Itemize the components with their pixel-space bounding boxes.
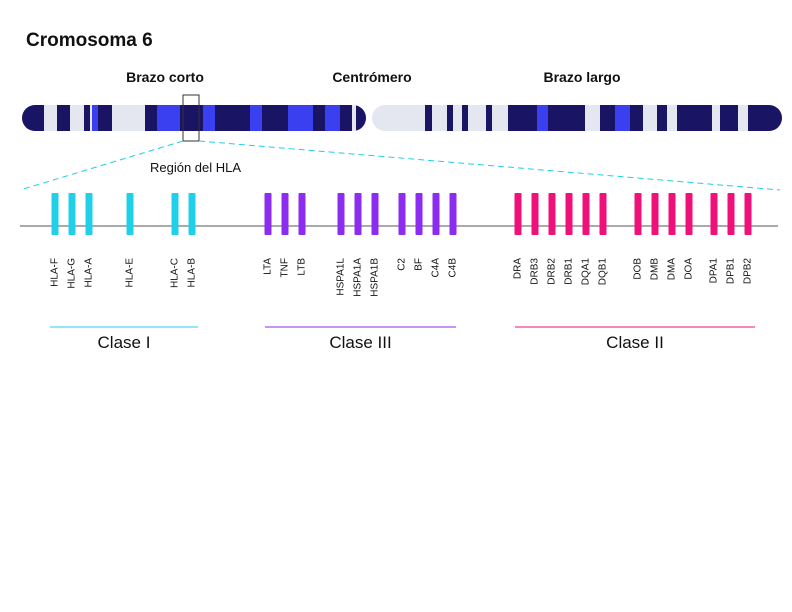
gene-bar [371, 193, 379, 235]
gene-bar [398, 193, 406, 235]
gene-label: C4B [448, 258, 459, 278]
gene-label: HLA-G [67, 258, 78, 289]
gene-bar [126, 193, 134, 235]
gene-label: LTB [297, 258, 308, 276]
gene-bar [354, 193, 362, 235]
gene-bar [264, 193, 272, 235]
gene-bar [188, 193, 196, 235]
gene-bar [298, 193, 306, 235]
gene-bar [432, 193, 440, 235]
gene-bar [68, 193, 76, 235]
gene-bar [599, 193, 607, 235]
gene-label: TNF [280, 258, 291, 277]
gene-bar [744, 193, 752, 235]
gene-label: HLA-A [84, 258, 95, 288]
gene-bar [51, 193, 59, 235]
gene-bar [634, 193, 642, 235]
gene-label: DRB3 [530, 258, 541, 285]
zoom-line [19, 140, 184, 191]
gene-bar [727, 193, 735, 235]
gene-label: DRB1 [564, 258, 575, 285]
gene-bar [415, 193, 423, 235]
gene-bar [582, 193, 590, 235]
gene-bar [548, 193, 556, 235]
gene-bar [565, 193, 573, 235]
gene-bar [171, 193, 179, 235]
region-label: Región del HLA [150, 160, 241, 175]
gene-label: DOB [633, 258, 644, 280]
gene-bar [337, 193, 345, 235]
gene-label: DRA [513, 258, 524, 279]
zoom-line [198, 140, 781, 191]
gene-label: C4A [431, 258, 442, 278]
gene-label: HLA-E [125, 258, 136, 288]
gene-label: LTA [263, 258, 274, 275]
gene-bar [668, 193, 676, 235]
title: Cromosoma 6 [26, 30, 153, 51]
gene-label: HSPA1B [370, 258, 381, 297]
gene-label: DQA1 [581, 258, 592, 286]
gene-label: DPB2 [743, 258, 754, 285]
gene-label: DOA [684, 258, 695, 280]
class-label: Clase I [98, 333, 151, 352]
gene-label: DMB [650, 258, 661, 281]
gene-label: BF [414, 258, 425, 271]
gene-label: HLA-F [50, 258, 61, 287]
gene-label: DQB1 [598, 258, 609, 286]
gene-bar [531, 193, 539, 235]
genes: HLA-F HLA-G HLA-A HLA-E HLA-C HLA-B Clase I LTA… [50, 193, 755, 352]
gene-label: HSPA1L [336, 258, 347, 296]
short-arm-label: Brazo corto [126, 69, 204, 85]
gene-label: C2 [397, 258, 408, 271]
gene-bar [514, 193, 522, 235]
gene-bar [685, 193, 693, 235]
gene-bar [85, 193, 93, 235]
class-label: Clase III [329, 333, 391, 352]
gene-label: DPB1 [726, 258, 737, 285]
gene-label: DMA [667, 258, 678, 281]
class-label: Clase II [606, 333, 664, 352]
gene-bar [651, 193, 659, 235]
centromere-label: Centrómero [332, 69, 411, 85]
long-arm [372, 105, 782, 131]
hla-box [182, 94, 200, 142]
gene-label: DPA1 [709, 258, 720, 284]
gene-bar [449, 193, 457, 235]
gene-label: DRB2 [547, 258, 558, 285]
gene-label: HSPA1A [353, 258, 364, 297]
gene-label: HLA-C [170, 258, 181, 288]
short-arm [22, 105, 366, 131]
gene-bar [710, 193, 718, 235]
gene-bar [281, 193, 289, 235]
long-arm-label: Brazo largo [543, 69, 620, 85]
gene-label: HLA-B [187, 258, 198, 288]
